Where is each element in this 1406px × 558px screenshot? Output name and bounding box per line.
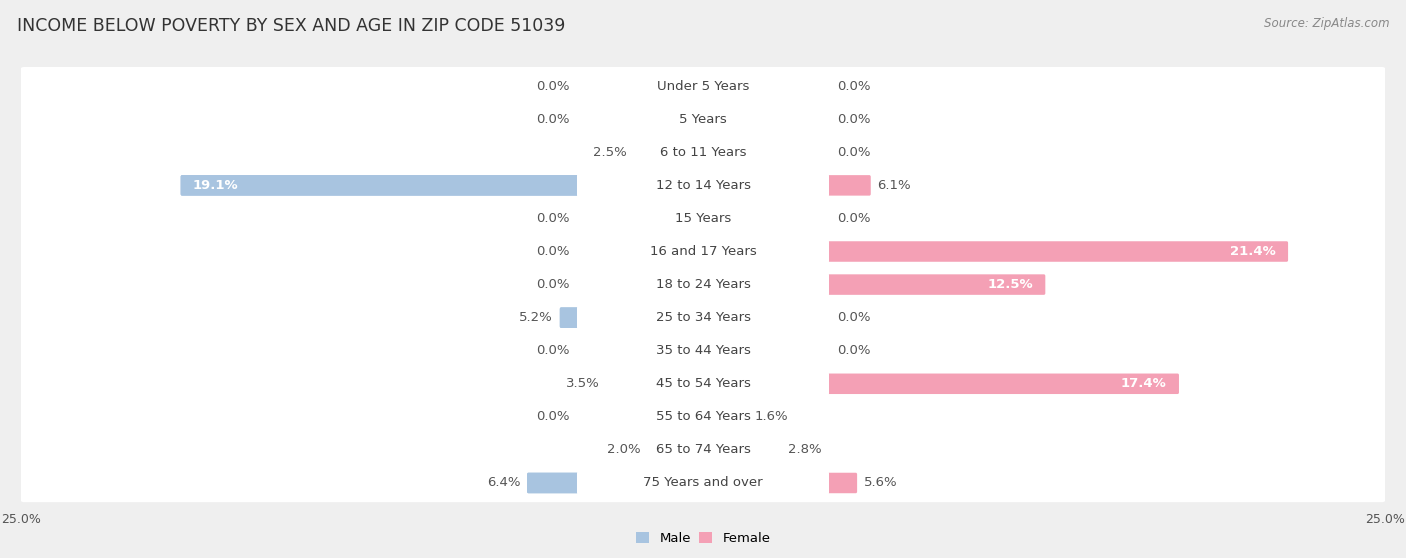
Text: Under 5 Years: Under 5 Years (657, 80, 749, 93)
Text: 0.0%: 0.0% (536, 344, 569, 357)
FancyBboxPatch shape (576, 305, 830, 331)
Text: 5.2%: 5.2% (519, 311, 553, 324)
FancyBboxPatch shape (702, 373, 1180, 394)
Text: 6 to 11 Years: 6 to 11 Years (659, 146, 747, 159)
Text: 2.5%: 2.5% (593, 146, 627, 159)
Text: 55 to 64 Years: 55 to 64 Years (655, 410, 751, 424)
FancyBboxPatch shape (576, 106, 830, 132)
FancyBboxPatch shape (576, 73, 830, 99)
FancyBboxPatch shape (20, 299, 1386, 337)
Text: 17.4%: 17.4% (1121, 377, 1167, 390)
Text: 2.8%: 2.8% (787, 444, 821, 456)
FancyBboxPatch shape (20, 398, 1386, 436)
FancyBboxPatch shape (606, 373, 704, 394)
FancyBboxPatch shape (180, 175, 582, 196)
FancyBboxPatch shape (576, 172, 830, 199)
Text: 0.0%: 0.0% (837, 146, 870, 159)
FancyBboxPatch shape (634, 142, 704, 162)
FancyBboxPatch shape (20, 364, 1386, 403)
FancyBboxPatch shape (576, 338, 830, 364)
Text: 21.4%: 21.4% (1230, 245, 1275, 258)
FancyBboxPatch shape (702, 275, 1045, 295)
FancyBboxPatch shape (576, 437, 830, 463)
FancyBboxPatch shape (20, 232, 1386, 271)
FancyBboxPatch shape (20, 100, 1386, 138)
FancyBboxPatch shape (20, 67, 1386, 105)
Text: 0.0%: 0.0% (536, 212, 569, 225)
FancyBboxPatch shape (20, 331, 1386, 370)
Legend: Male, Female: Male, Female (630, 527, 776, 550)
FancyBboxPatch shape (20, 199, 1386, 238)
FancyBboxPatch shape (576, 403, 830, 430)
FancyBboxPatch shape (576, 205, 830, 232)
Text: 0.0%: 0.0% (536, 245, 569, 258)
Text: 75 Years and over: 75 Years and over (643, 477, 763, 489)
FancyBboxPatch shape (702, 407, 748, 427)
FancyBboxPatch shape (576, 271, 830, 298)
FancyBboxPatch shape (20, 431, 1386, 469)
FancyBboxPatch shape (702, 440, 780, 460)
Text: 0.0%: 0.0% (536, 113, 569, 126)
Text: INCOME BELOW POVERTY BY SEX AND AGE IN ZIP CODE 51039: INCOME BELOW POVERTY BY SEX AND AGE IN Z… (17, 17, 565, 35)
Text: 0.0%: 0.0% (837, 80, 870, 93)
FancyBboxPatch shape (20, 166, 1386, 205)
Text: Source: ZipAtlas.com: Source: ZipAtlas.com (1264, 17, 1389, 30)
Text: 45 to 54 Years: 45 to 54 Years (655, 377, 751, 390)
FancyBboxPatch shape (576, 238, 830, 264)
Text: 2.0%: 2.0% (606, 444, 640, 456)
FancyBboxPatch shape (527, 473, 582, 493)
Text: 15 Years: 15 Years (675, 212, 731, 225)
FancyBboxPatch shape (527, 473, 704, 493)
Text: 12 to 14 Years: 12 to 14 Years (655, 179, 751, 192)
FancyBboxPatch shape (560, 307, 704, 328)
FancyBboxPatch shape (180, 175, 704, 196)
FancyBboxPatch shape (576, 470, 830, 496)
Text: 18 to 24 Years: 18 to 24 Years (655, 278, 751, 291)
Text: 0.0%: 0.0% (536, 410, 569, 424)
FancyBboxPatch shape (702, 473, 858, 493)
Text: 19.1%: 19.1% (193, 179, 239, 192)
Text: 0.0%: 0.0% (837, 212, 870, 225)
Text: 16 and 17 Years: 16 and 17 Years (650, 245, 756, 258)
FancyBboxPatch shape (20, 266, 1386, 304)
FancyBboxPatch shape (647, 440, 704, 460)
Text: 0.0%: 0.0% (837, 113, 870, 126)
FancyBboxPatch shape (20, 133, 1386, 171)
Text: 0.0%: 0.0% (536, 278, 569, 291)
Text: 0.0%: 0.0% (837, 311, 870, 324)
FancyBboxPatch shape (20, 464, 1386, 502)
FancyBboxPatch shape (560, 307, 582, 328)
Text: 1.6%: 1.6% (755, 410, 789, 424)
Text: 6.1%: 6.1% (877, 179, 911, 192)
Text: 5 Years: 5 Years (679, 113, 727, 126)
Text: 35 to 44 Years: 35 to 44 Years (655, 344, 751, 357)
Text: 5.6%: 5.6% (863, 477, 897, 489)
Text: 3.5%: 3.5% (565, 377, 599, 390)
FancyBboxPatch shape (576, 139, 830, 166)
Text: 0.0%: 0.0% (536, 80, 569, 93)
Text: 6.4%: 6.4% (486, 477, 520, 489)
FancyBboxPatch shape (702, 241, 1288, 262)
Text: 65 to 74 Years: 65 to 74 Years (655, 444, 751, 456)
Text: 12.5%: 12.5% (987, 278, 1033, 291)
Text: 25 to 34 Years: 25 to 34 Years (655, 311, 751, 324)
Text: 0.0%: 0.0% (837, 344, 870, 357)
FancyBboxPatch shape (702, 175, 870, 196)
FancyBboxPatch shape (576, 371, 830, 397)
